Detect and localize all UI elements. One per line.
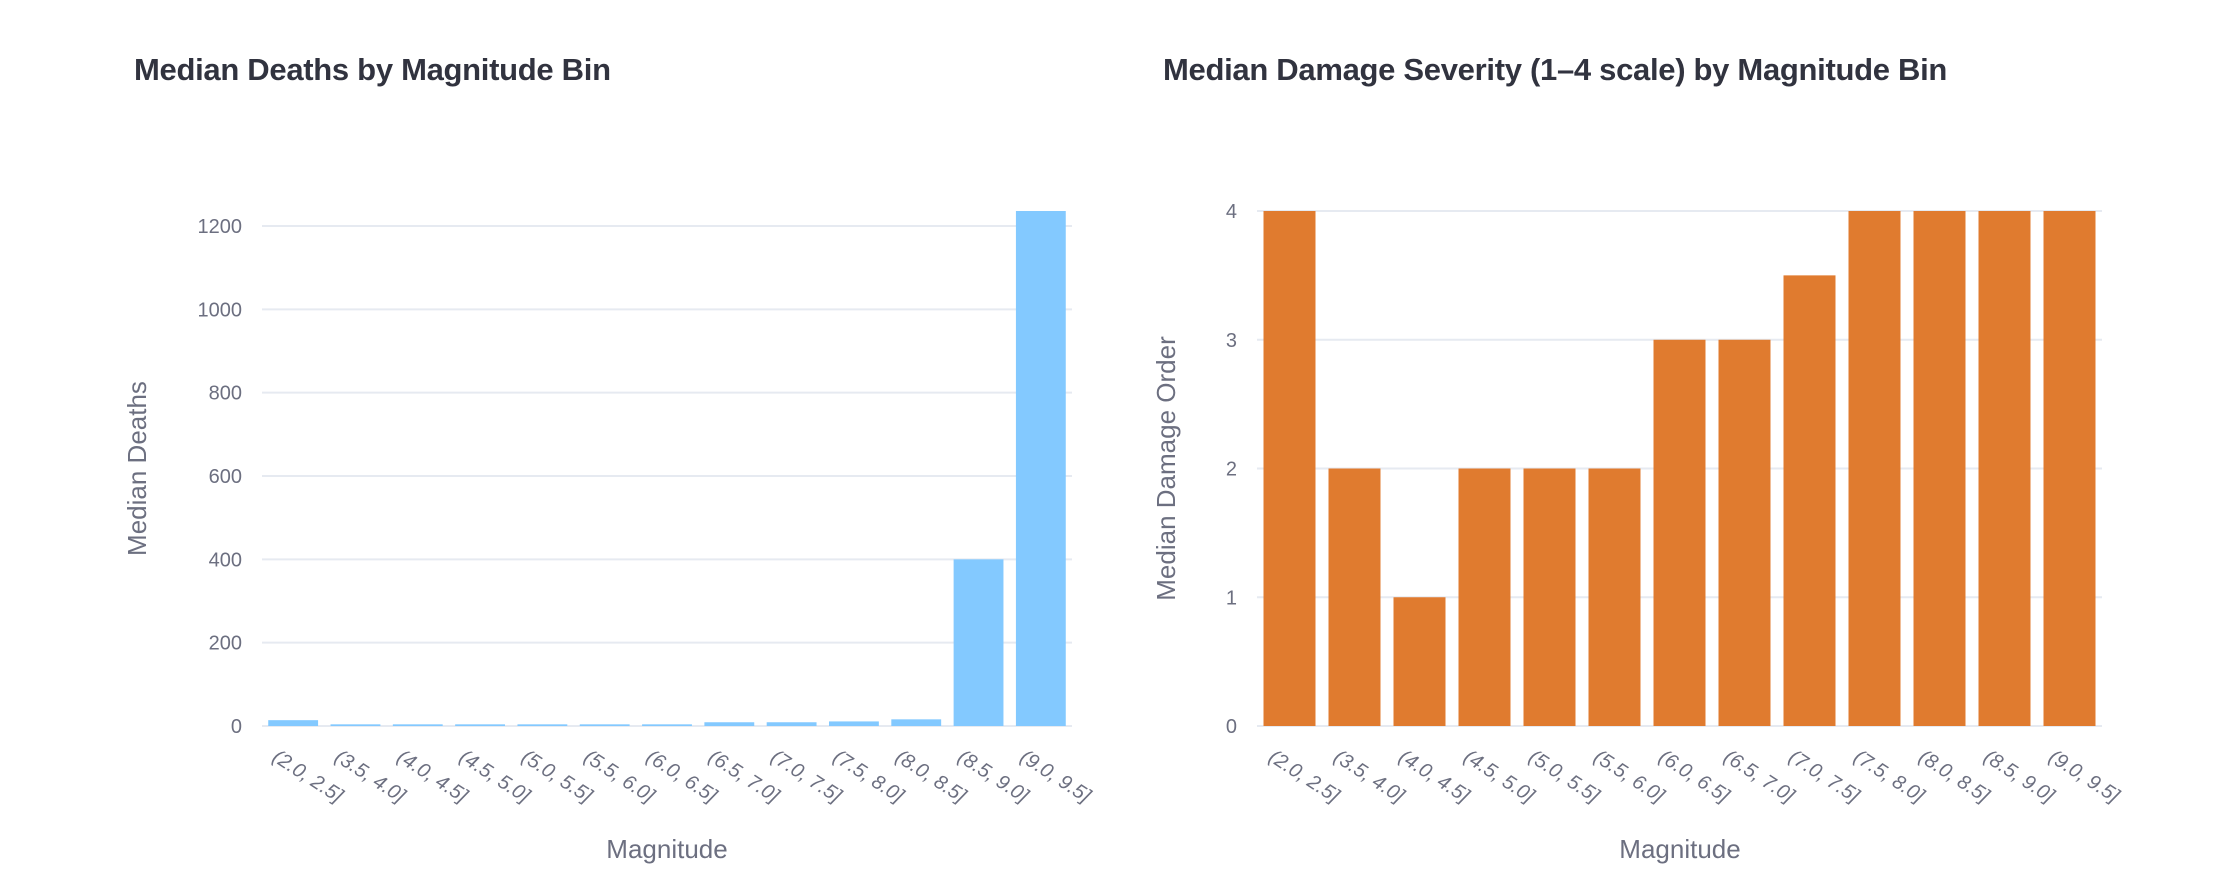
damage-bar[interactable] — [1653, 339, 1706, 726]
damage-x-tick-label: (8.0, 8.5] — [1915, 746, 1994, 808]
deaths-x-tick-label: (5.0, 5.5] — [518, 746, 597, 808]
deaths-y-axis-title: Median Deaths — [122, 381, 152, 556]
deaths-bar[interactable] — [953, 559, 1004, 726]
deaths-chart: 0 200 400 600 800 1000 1200 (2.0, 2.5](3.5, 4.0… — [122, 211, 1095, 864]
deaths-y-tick-label: 200 — [209, 633, 242, 655]
damage-x-tick-label: (3.5, 4.0] — [1330, 746, 1409, 808]
deaths-bar[interactable] — [766, 722, 817, 726]
damage-x-axis-title: Magnitude — [1619, 834, 1740, 864]
damage-bar[interactable] — [1783, 275, 1836, 726]
damage-bar[interactable] — [1978, 211, 2031, 726]
damage-bar[interactable] — [1913, 211, 1966, 726]
deaths-bar[interactable] — [829, 721, 879, 726]
deaths-x-tick-label: (6.0, 6.5] — [642, 746, 721, 808]
damage-chart-panel: Median Damage Severity (1–4 scale) by Ma… — [1117, 0, 2234, 890]
damage-x-tick-label: (2.0, 2.5] — [1265, 746, 1344, 808]
damage-y-axis-title: Median Damage Order — [1151, 336, 1181, 601]
deaths-bar[interactable] — [891, 719, 942, 726]
deaths-chart-panel: Median Deaths by Magnitude Bin 0 200 400 60… — [122, 52, 1095, 864]
deaths-bar[interactable] — [455, 724, 505, 726]
deaths-x-tick-label: (8.5, 9.0] — [954, 746, 1033, 808]
deaths-x-tick-label: (4.5, 5.0] — [455, 746, 534, 808]
damage-bar[interactable] — [1718, 339, 1771, 726]
deaths-bar[interactable] — [579, 724, 630, 726]
damage-y-tick-label: 3 — [1226, 330, 1237, 352]
damage-y-tick-label: 2 — [1226, 459, 1237, 481]
deaths-bar[interactable] — [517, 724, 568, 726]
deaths-x-tick-label: (4.0, 4.5] — [393, 746, 472, 808]
deaths-x-tick-label: (2.0, 2.5] — [268, 746, 347, 808]
deaths-y-tick-label: 1000 — [198, 299, 243, 321]
deaths-bar[interactable] — [1015, 211, 1066, 726]
damage-chart: 0 1 2 3 4 (2.0, 2.5](3.5, 4.0](4.0, 4.5](4.5,… — [1151, 201, 2124, 864]
deaths-y-tick-label: 600 — [209, 466, 242, 488]
damage-bar[interactable] — [1393, 597, 1446, 726]
damage-bar[interactable] — [1848, 211, 1901, 726]
damage-x-tick-label: (7.5, 8.0] — [1850, 746, 1929, 808]
damage-x-tick-label: (9.0, 9.5] — [2045, 746, 2124, 808]
damage-y-tick-label: 4 — [1226, 201, 1237, 223]
damage-x-tick-label: (5.5, 6.0] — [1590, 746, 1669, 808]
deaths-x-tick-label: (8.0, 8.5] — [892, 746, 971, 808]
damage-bar[interactable] — [1328, 468, 1381, 727]
deaths-x-axis-title: Magnitude — [606, 834, 727, 864]
deaths-y-tick-label: 400 — [209, 549, 242, 571]
deaths-bar[interactable] — [642, 724, 692, 726]
damage-chart-title: Median Damage Severity (1–4 scale) by Ma… — [1163, 52, 1948, 87]
deaths-x-tick-label: (9.0, 9.5] — [1016, 746, 1095, 808]
deaths-x-tick-label: (5.5, 6.0] — [580, 746, 659, 808]
damage-bar[interactable] — [1523, 468, 1576, 727]
deaths-x-tick-label: (6.5, 7.0] — [705, 746, 784, 808]
damage-bar[interactable] — [1458, 468, 1511, 727]
damage-x-tick-label: (7.0, 7.5] — [1785, 746, 1864, 808]
deaths-bar[interactable] — [392, 724, 443, 726]
deaths-bar[interactable] — [268, 720, 319, 726]
deaths-y-tick-label: 1200 — [198, 216, 243, 238]
damage-bar[interactable] — [1588, 468, 1641, 727]
damage-y-tick-label: 0 — [1226, 716, 1237, 738]
damage-x-tick-label: (5.0, 5.5] — [1525, 746, 1604, 808]
damage-bar[interactable] — [2043, 211, 2096, 726]
damage-x-tick-label: (8.5, 9.0] — [1980, 746, 2059, 808]
deaths-y-tick-label: 0 — [231, 716, 242, 738]
deaths-y-tick-label: 800 — [209, 383, 242, 405]
deaths-bar[interactable] — [704, 722, 755, 726]
deaths-x-tick-label: (7.5, 8.0] — [829, 746, 908, 808]
deaths-chart-title: Median Deaths by Magnitude Bin — [134, 52, 611, 87]
damage-y-tick-label: 1 — [1226, 587, 1237, 609]
damage-x-tick-label: (6.0, 6.5] — [1655, 746, 1734, 808]
damage-x-tick-label: (4.5, 5.0] — [1460, 746, 1539, 808]
damage-x-tick-label: (4.0, 4.5] — [1395, 746, 1474, 808]
damage-x-tick-label: (6.5, 7.0] — [1720, 746, 1799, 808]
deaths-x-tick-label: (7.0, 7.5] — [767, 746, 846, 808]
deaths-x-tick-label: (3.5, 4.0] — [331, 746, 410, 808]
deaths-bar[interactable] — [330, 724, 381, 726]
damage-bar[interactable] — [1263, 211, 1316, 726]
